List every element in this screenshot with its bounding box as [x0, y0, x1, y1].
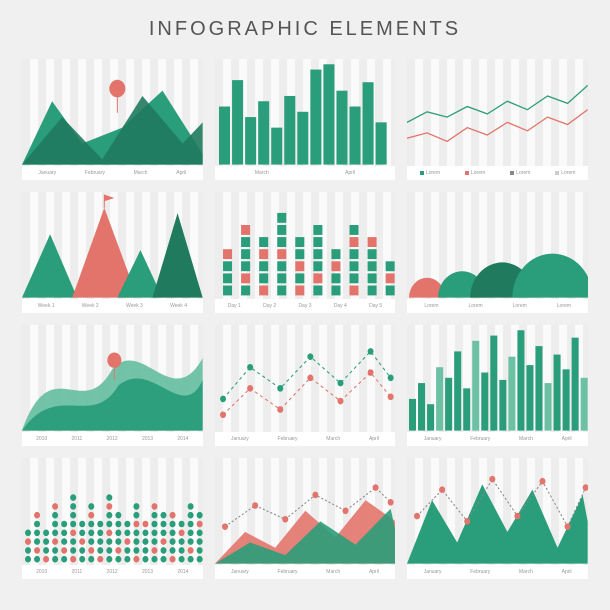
- legend-item: Lorem: [510, 170, 530, 176]
- axis-label: 2012: [107, 569, 118, 575]
- chart-legend: Lorem Lorem Lorem Lorem: [407, 166, 588, 180]
- legend-label: Lorem: [561, 170, 575, 176]
- axis-label: 2013: [142, 436, 153, 442]
- axis-label: February: [278, 436, 298, 442]
- chart-axis-labels: 2010 2011 2012 2013 2014: [22, 432, 203, 446]
- axis-label: January: [231, 569, 249, 575]
- chart-area-line: January February March April: [215, 458, 396, 579]
- axis-label: Lorem: [468, 303, 482, 309]
- legend-label: Lorem: [516, 170, 530, 176]
- legend-label: Lorem: [426, 170, 440, 176]
- axis-label: April: [369, 436, 379, 442]
- legend-item: Lorem: [555, 170, 575, 176]
- chart-axis-labels: January February March April: [407, 432, 588, 446]
- page-title: INFOGRAPHIC ELEMENTS: [22, 18, 588, 41]
- axis-label: February: [470, 436, 490, 442]
- axis-label: April: [345, 170, 355, 176]
- chart-axis-labels: January February March April: [22, 166, 203, 180]
- chart-axis-labels: March April: [215, 166, 396, 180]
- axis-label: April: [562, 436, 572, 442]
- axis-label: Lorem: [513, 303, 527, 309]
- chart-dotted-line: January February March April: [215, 325, 396, 446]
- chart-dot-columns: 2010 2011 2012 2013 2014: [22, 458, 203, 579]
- axis-label: April: [562, 569, 572, 575]
- axis-label: Week 2: [82, 303, 99, 309]
- axis-label: 2011: [72, 569, 83, 575]
- axis-label: Week 4: [170, 303, 187, 309]
- chart-triangles: Week 1 Week 2 Week 3 Week 4: [22, 192, 203, 313]
- chart-axis-labels: January February March April: [407, 565, 588, 579]
- chart-svg: [22, 458, 203, 579]
- axis-label: 2014: [177, 569, 188, 575]
- axis-label: February: [470, 569, 490, 575]
- axis-label: January: [424, 436, 442, 442]
- chart-svg: [407, 59, 588, 180]
- chart-axis-labels: 2010 2011 2012 2013 2014: [22, 565, 203, 579]
- legend-item: Lorem: [420, 170, 440, 176]
- chart-grid: January February March April March April Lor…: [22, 59, 588, 579]
- axis-label: March: [134, 170, 148, 176]
- infographic-page: INFOGRAPHIC ELEMENTS January February Marc…: [0, 0, 610, 601]
- chart-axis-labels: Lorem Lorem Lorem Lorem: [407, 299, 588, 313]
- axis-label: 2010: [36, 569, 47, 575]
- axis-label: Day 4: [334, 303, 347, 309]
- legend-label: Lorem: [471, 170, 485, 176]
- legend-item: Lorem: [465, 170, 485, 176]
- axis-label: March: [519, 436, 533, 442]
- axis-label: 2010: [36, 436, 47, 442]
- legend-swatch: [465, 171, 469, 175]
- chart-sharp-area: January February March April: [407, 458, 588, 579]
- axis-label: February: [85, 170, 105, 176]
- chart-stacked-squares: Day 1 Day 2 Day 3 Day 4 Day 5: [215, 192, 396, 313]
- axis-label: March: [255, 170, 269, 176]
- axis-label: Lorem: [557, 303, 571, 309]
- chart-svg: [407, 192, 588, 313]
- axis-label: January: [38, 170, 56, 176]
- axis-label: Week 1: [38, 303, 55, 309]
- chart-svg: [407, 458, 588, 579]
- chart-axis-labels: Day 1 Day 2 Day 3 Day 4 Day 5: [215, 299, 396, 313]
- axis-label: 2014: [177, 436, 188, 442]
- axis-label: Day 2: [263, 303, 276, 309]
- chart-multiline: Lorem Lorem Lorem Lorem: [407, 59, 588, 180]
- chart-svg: [22, 192, 203, 313]
- axis-label: Lorem: [424, 303, 438, 309]
- chart-svg: [215, 192, 396, 313]
- legend-swatch: [510, 171, 514, 175]
- axis-label: January: [424, 569, 442, 575]
- chart-area-overlap: January February March April: [22, 59, 203, 180]
- axis-label: April: [369, 569, 379, 575]
- chart-svg: [215, 458, 396, 579]
- chart-svg: [22, 59, 203, 180]
- axis-label: February: [278, 569, 298, 575]
- axis-label: Week 3: [126, 303, 143, 309]
- axis-label: 2013: [142, 569, 153, 575]
- legend-swatch: [420, 171, 424, 175]
- axis-label: April: [176, 170, 186, 176]
- chart-bar: March April: [215, 59, 396, 180]
- chart-axis-labels: Week 1 Week 2 Week 3 Week 4: [22, 299, 203, 313]
- chart-svg: [22, 325, 203, 446]
- chart-humps: Lorem Lorem Lorem Lorem: [407, 192, 588, 313]
- axis-label: Day 3: [298, 303, 311, 309]
- axis-label: March: [326, 569, 340, 575]
- axis-label: March: [519, 569, 533, 575]
- axis-label: 2012: [107, 436, 118, 442]
- axis-label: January: [231, 436, 249, 442]
- chart-wave: 2010 2011 2012 2013 2014: [22, 325, 203, 446]
- chart-svg: [215, 59, 396, 180]
- chart-axis-labels: January February March April: [215, 432, 396, 446]
- axis-label: March: [326, 436, 340, 442]
- chart-axis-labels: January February March April: [215, 565, 396, 579]
- axis-label: 2011: [72, 436, 83, 442]
- chart-svg: [407, 325, 588, 446]
- chart-thin-bars: January February March April: [407, 325, 588, 446]
- axis-label: Day 5: [369, 303, 382, 309]
- legend-swatch: [555, 171, 559, 175]
- axis-label: Day 1: [228, 303, 241, 309]
- chart-svg: [215, 325, 396, 446]
